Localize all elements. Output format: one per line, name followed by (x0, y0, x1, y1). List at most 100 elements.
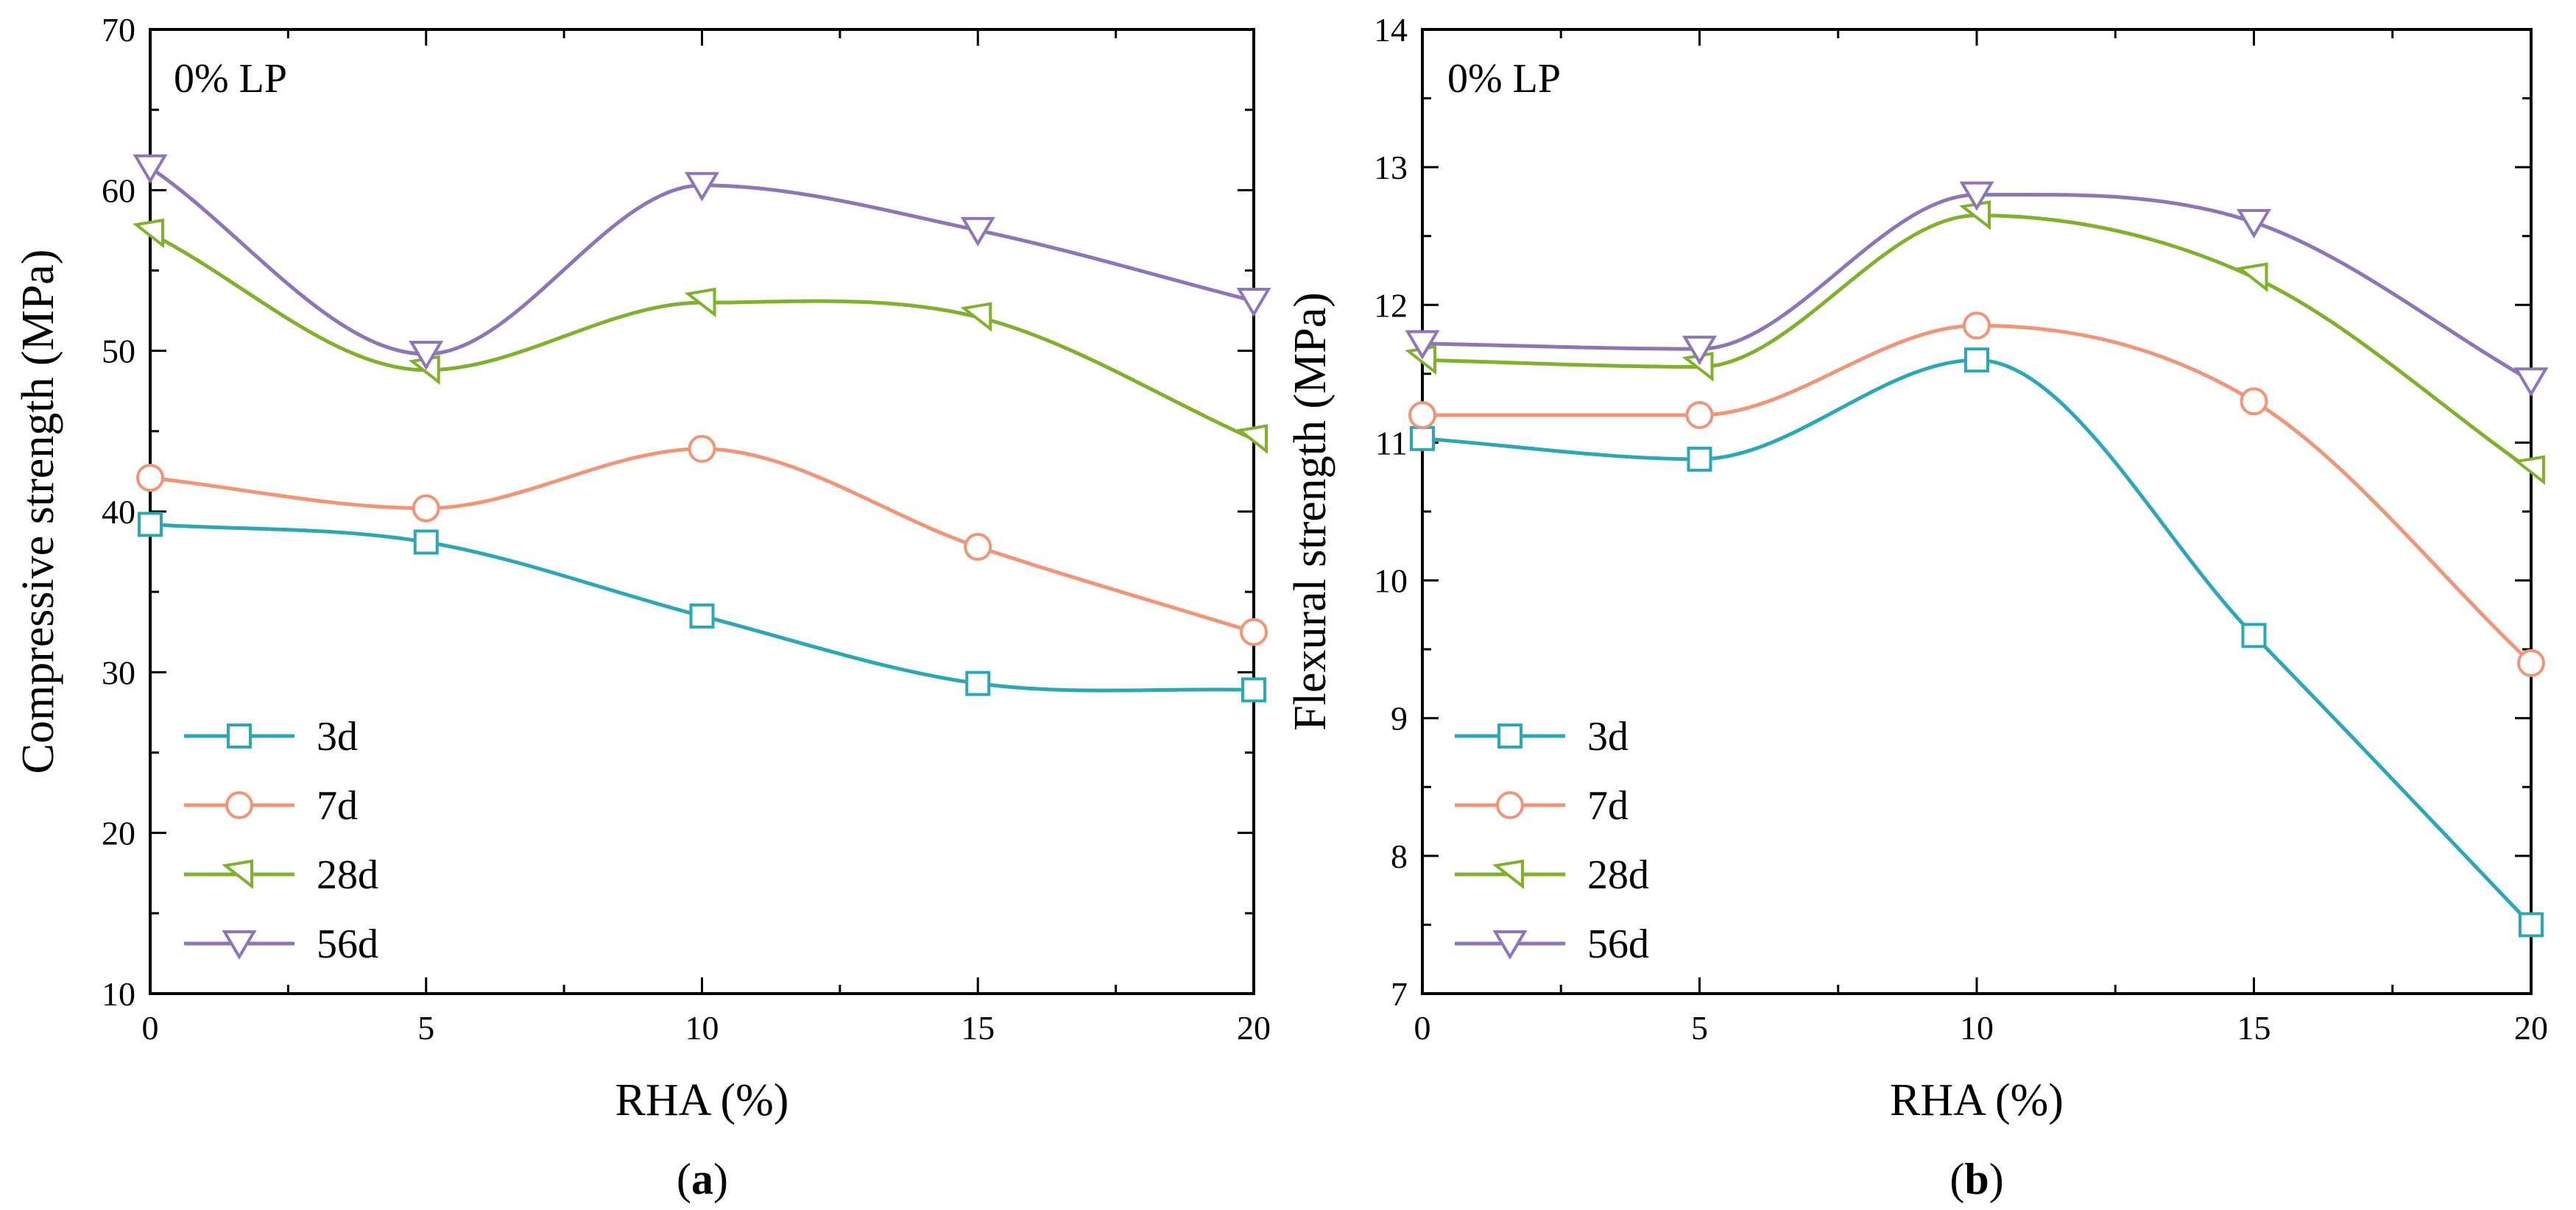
data-point (1685, 401, 1714, 429)
data-point (1236, 287, 1271, 317)
x-tick-label: 10 (685, 1009, 719, 1047)
data-point (684, 287, 716, 318)
series-28d (1405, 200, 2545, 485)
y-tick-label: 20 (102, 815, 135, 852)
x-tick-label: 20 (1237, 1009, 1271, 1047)
y-tick-label: 60 (102, 171, 135, 209)
x-axis-title: RHA (%) (1890, 1075, 2064, 1125)
data-point (409, 341, 444, 370)
data-point (2517, 648, 2545, 677)
series-line (1422, 213, 2533, 472)
x-tick-label: 0 (142, 1009, 159, 1047)
data-point (1236, 424, 1268, 454)
data-point (2513, 455, 2545, 485)
x-tick-label: 10 (1960, 1009, 1994, 1047)
y-tick-label: 11 (1375, 424, 1408, 461)
legend-label: 28d (1587, 852, 1649, 898)
legend-label: 7d (317, 783, 358, 829)
data-point (1964, 347, 1989, 373)
data-point (2236, 262, 2268, 292)
y-tick-label: 8 (1391, 838, 1408, 875)
y-tick-label: 10 (102, 975, 135, 1013)
data-point (1963, 311, 1991, 340)
data-point (2513, 367, 2549, 397)
legend-label: 56d (317, 921, 378, 967)
x-tick-label: 5 (1691, 1009, 1708, 1047)
legend-marker (1496, 791, 1524, 819)
data-point (1408, 401, 1436, 429)
data-point (138, 512, 163, 537)
y-tick-label: 14 (1374, 11, 1408, 49)
series-7d (136, 434, 1268, 646)
x-tick-label: 0 (1414, 1009, 1431, 1047)
chart-panel-b: 0 5 10 15 20 7 8 9 10 11 12 13 14 RHA (%) Flexural str… (1285, 11, 2549, 1203)
x-axis-title: RHA (%) (615, 1075, 789, 1125)
data-point (2237, 209, 2271, 238)
legend-label: 56d (1587, 921, 1649, 967)
legend-label: 3d (1587, 714, 1628, 760)
y-axis-title: Compressive strength (MPa) (13, 250, 63, 774)
series-line (149, 232, 1255, 442)
data-point (1240, 618, 1268, 646)
inset-annotation: 0% LP (174, 56, 287, 102)
data-point (960, 302, 992, 332)
y-tick-label: 10 (1374, 562, 1408, 600)
series-line (1422, 358, 2533, 927)
data-point (412, 494, 440, 523)
x-tick-label: 15 (961, 1009, 995, 1047)
legend: 3d 7d 28d 56d (184, 714, 378, 967)
data-point (1687, 446, 1712, 472)
legend-marker (222, 930, 257, 960)
data-point (413, 529, 439, 555)
series-line (149, 166, 1255, 356)
legend-marker (227, 723, 252, 749)
legend-marker (1492, 930, 1528, 960)
legend-marker (222, 859, 253, 890)
y-tick-label: 13 (1374, 149, 1408, 186)
series-line (1422, 323, 2533, 665)
x-tick-label: 20 (2514, 1009, 2548, 1047)
x-tick-label: 15 (2237, 1009, 2271, 1047)
y-axis-title: Flexural strength (MPa) (1285, 292, 1335, 731)
y-tick-label: 40 (102, 493, 135, 531)
data-point (133, 154, 168, 184)
data-point (1241, 677, 1266, 703)
panel-label: (b) (1949, 1155, 2003, 1203)
data-point (2241, 623, 2267, 648)
y-tick-label: 9 (1391, 700, 1408, 737)
data-point (689, 603, 715, 629)
y-tick-label: 7 (1391, 975, 1408, 1013)
data-point (965, 671, 991, 696)
y-tick-label: 12 (1374, 286, 1408, 324)
y-tick-label: 70 (102, 11, 135, 49)
plot-frame (1421, 28, 2533, 995)
data-point (136, 464, 164, 492)
legend-label: 7d (1587, 783, 1628, 829)
panel-label: (a) (677, 1155, 728, 1203)
legend-marker (1492, 859, 1524, 890)
chart-panel-a: 0 5 10 15 20 10 20 30 40 50 60 70 RHA (%) Compressive… (13, 11, 1271, 1203)
legend-label: 3d (317, 714, 358, 760)
y-tick-label: 50 (102, 333, 135, 370)
data-point (960, 216, 995, 247)
y-tick-label: 30 (102, 654, 135, 691)
series-3d (1410, 347, 2544, 938)
data-point (688, 434, 716, 463)
axis-ticks (1421, 28, 2533, 995)
data-point (1682, 336, 1717, 366)
data-point (1410, 425, 1435, 451)
series-3d (138, 512, 1266, 703)
data-point (133, 218, 164, 249)
data-point (2519, 912, 2544, 938)
series-56d (1405, 181, 2549, 397)
legend: 3d 7d 28d 56d (1455, 714, 1649, 967)
plot-frame (149, 28, 1255, 995)
data-point (1405, 330, 1440, 360)
data-point (1959, 181, 1994, 211)
legend-marker (225, 791, 253, 819)
data-point (2240, 387, 2268, 416)
legend-label: 28d (317, 852, 378, 898)
inset-annotation: 0% LP (1447, 56, 1561, 102)
data-point (685, 171, 719, 202)
